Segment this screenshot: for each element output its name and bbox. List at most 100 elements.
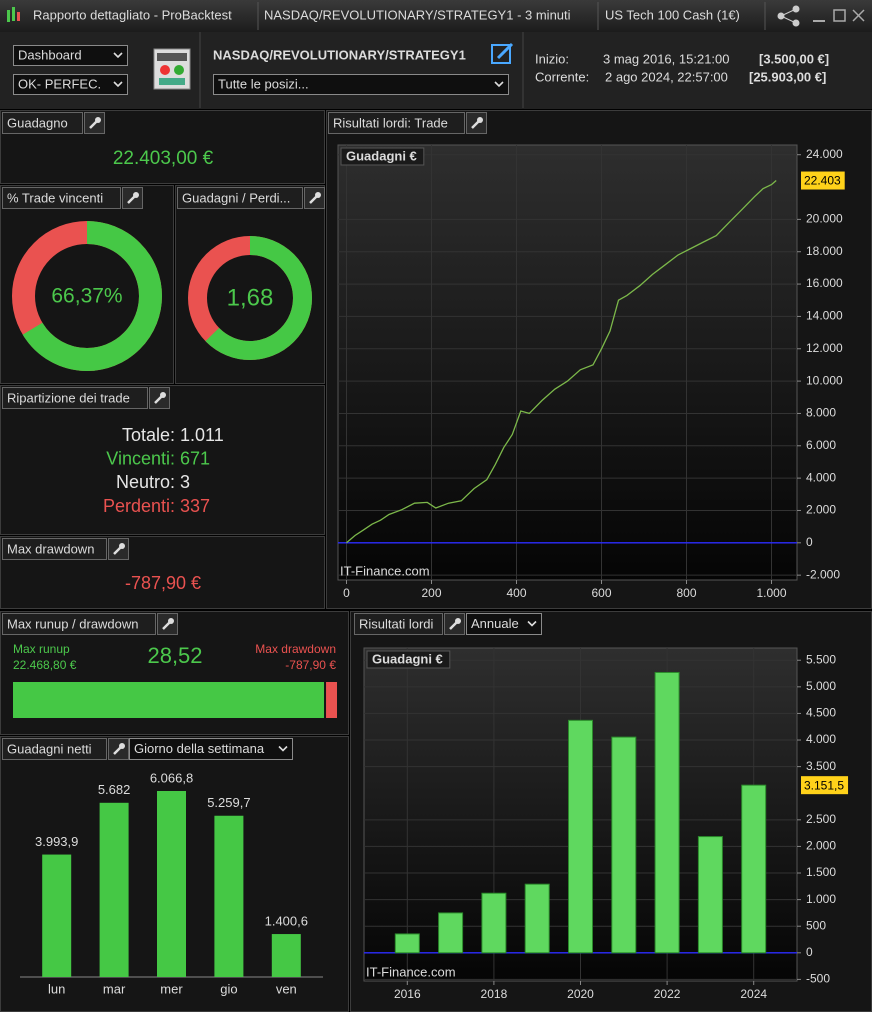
current-label: Corrente:: [535, 69, 589, 84]
panel: [0, 110, 325, 184]
drawdown-label: Max drawdown: [255, 642, 336, 656]
y-tick-label: -2.000: [806, 567, 840, 581]
panel-title: % Trade vincenti: [7, 190, 103, 205]
wrench-head: [455, 618, 461, 624]
dropdown-box: [13, 74, 128, 95]
breakdown-value: 671: [180, 448, 210, 468]
x-tick-label: lun: [48, 981, 65, 996]
ratio-value: 28,52: [147, 643, 202, 668]
start-label: Inizio:: [535, 51, 569, 66]
bar: [157, 791, 186, 977]
panel-header: [177, 187, 303, 209]
edit-icon[interactable]: [491, 42, 514, 64]
settings-button[interactable]: [84, 112, 105, 134]
y-tick-label: 8.000: [806, 406, 836, 420]
dropdown-value: Tutte le posizi...: [218, 76, 309, 91]
strategy-name: NASDAQ/REVOLUTIONARY/STRATEGY1: [213, 47, 466, 62]
y-tick-label: 12.000: [806, 341, 843, 355]
y-tick-label: 2.000: [806, 839, 836, 853]
share-button[interactable]: [777, 5, 800, 27]
current-capital: [25.903,00 €]: [749, 69, 826, 84]
start-capital: [3.500,00 €]: [759, 51, 829, 66]
breakdown-value: 337: [180, 496, 210, 516]
value-label: 1.400,6: [265, 913, 308, 928]
maximize-button[interactable]: [833, 9, 846, 22]
watermark: IT-Finance.com: [340, 563, 430, 578]
dropdown-box: [466, 613, 542, 635]
dropdown-arrow: [278, 745, 288, 752]
y-tick-label: 10.000: [806, 373, 843, 387]
settings-button[interactable]: [108, 538, 129, 560]
panel-title: Guadagni netti: [7, 741, 92, 756]
y-tick-label: 16.000: [806, 276, 843, 290]
start-date: 3 mag 2016, 15:21:00: [603, 51, 730, 66]
bar: [394, 933, 420, 954]
donut-segment: [188, 236, 312, 360]
x-tick-label: ven: [276, 981, 297, 996]
panel-title: Max drawdown: [7, 541, 94, 556]
x-tick-label: 1.000: [756, 586, 786, 600]
series-label: Guadagni €: [346, 148, 417, 163]
breakdown-value: 1.011: [180, 425, 224, 445]
bar: [611, 736, 637, 954]
wrench-handle: [309, 195, 318, 204]
dropdown[interactable]: OK- PERFEC.: [13, 74, 128, 95]
panel-header: [2, 187, 121, 209]
wrench-handle: [162, 621, 171, 630]
panel-title: Risultati lordi: [359, 616, 434, 631]
settings-button[interactable]: [304, 187, 325, 209]
last-value-marker: [801, 776, 849, 795]
settings-button[interactable]: [157, 613, 178, 635]
dropdown[interactable]: Tutte le posizi...: [213, 74, 509, 95]
panel-header: [2, 738, 107, 760]
y-tick-label: 1.500: [806, 865, 836, 879]
panel-header: [2, 112, 83, 134]
x-tick-label: 800: [676, 586, 696, 600]
current-date: 2 ago 2024, 22:57:00: [605, 69, 728, 84]
dropdown[interactable]: Dashboard: [13, 45, 128, 66]
panel: [0, 385, 325, 535]
close-button[interactable]: [852, 9, 865, 22]
x-tick-label: 200: [421, 586, 441, 600]
y-tick-label: 6.000: [806, 438, 836, 452]
breakdown-label: Totale:: [122, 425, 175, 445]
bar: [654, 671, 680, 954]
instrument-tab[interactable]: US Tech 100 Cash (1€): [605, 7, 740, 22]
y-tick-label: 5.500: [806, 652, 836, 666]
strategy-tab[interactable]: NASDAQ/REVOLUTIONARY/STRATEGY1 - 3 minut…: [264, 7, 571, 22]
value-label: 5.259,7: [207, 795, 250, 810]
settings-button[interactable]: [466, 112, 487, 134]
bar: [481, 892, 507, 954]
y-tick-label: 18.000: [806, 244, 843, 258]
plot-area: [337, 144, 798, 581]
x-tick-label: mer: [160, 981, 183, 996]
wrench-head: [477, 117, 483, 123]
panel-header: [2, 538, 107, 560]
x-tick-label: 600: [591, 586, 611, 600]
y-tick-label: 2.500: [806, 812, 836, 826]
runup-label: Max runup: [13, 642, 70, 656]
dropdown-arrow: [113, 81, 123, 88]
settings-button[interactable]: [108, 738, 129, 760]
panel-title: Max runup / drawdown: [7, 616, 139, 631]
bar: [214, 815, 244, 977]
wrench-handle: [113, 546, 122, 555]
last-value-label: 22.403: [804, 174, 841, 188]
drawdown-value: -787,90 €: [125, 573, 201, 593]
dropdown[interactable]: Annuale: [466, 613, 542, 635]
settings-button[interactable]: [444, 613, 465, 635]
wrench-handle: [449, 621, 458, 630]
report-icon[interactable]: [153, 48, 191, 90]
x-tick-label: 2018: [481, 987, 508, 1001]
dropdown-box: [13, 45, 128, 66]
wrench-head: [133, 192, 139, 198]
bar: [741, 784, 767, 954]
dropdown-arrow: [113, 52, 123, 59]
settings-button[interactable]: [149, 387, 170, 409]
x-tick-label: gio: [220, 981, 237, 996]
dropdown[interactable]: Giorno della settimana: [129, 738, 293, 760]
settings-button[interactable]: [122, 187, 143, 209]
last-value-label: 3.151,5: [804, 778, 844, 792]
y-tick-label: 2.000: [806, 503, 836, 517]
